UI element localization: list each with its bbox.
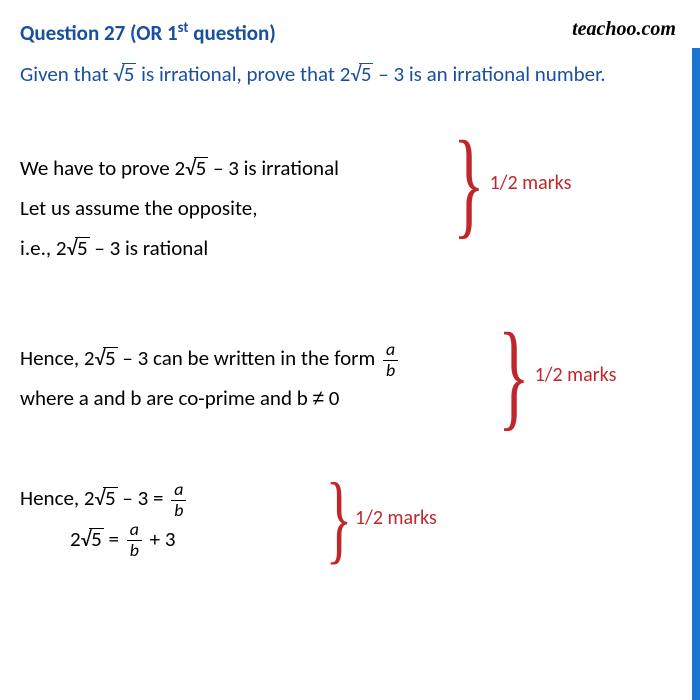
sqrt-icon: 5 [95, 339, 118, 379]
frac-den: b [383, 361, 398, 380]
text: is irrational, prove that 2 [136, 61, 350, 87]
proof-block-2: Hence, 2 5 – 3 can be written in the form… [20, 339, 680, 419]
sqrt-value: 5 [103, 487, 118, 509]
right-accent-bar [692, 48, 700, 700]
brand: teachoo.com [572, 18, 676, 41]
brace-icon: } [326, 483, 352, 553]
sqrt-icon: 5 [113, 60, 136, 89]
line: Hence, 2 5 – 3 can be written in the form… [20, 339, 480, 379]
sqrt-value: 5 [103, 347, 118, 369]
text: + 3 [145, 526, 176, 552]
frac-den: b [127, 541, 142, 560]
text: = [104, 526, 124, 552]
text: We have to prove 2 [20, 155, 185, 181]
text: – 3 is irrational [208, 155, 339, 181]
text: where a and b are co-prime and b [20, 385, 313, 411]
content: We have to prove 2 5 – 3 is irrational Le… [0, 99, 700, 570]
brace-icon: } [498, 333, 530, 417]
sqrt-value: 5 [194, 157, 209, 179]
text: Hence, 2 [20, 485, 95, 511]
block-text: We have to prove 2 5 – 3 is irrational Le… [20, 149, 460, 269]
proof-block-1: We have to prove 2 5 – 3 is irrational Le… [20, 149, 680, 269]
proof-block-3: Hence, 25 – 3 = ab 25 = ab + 3 } 1/2 mar… [20, 479, 680, 560]
block-text: Hence, 25 – 3 = ab 25 = ab + 3 [20, 479, 330, 560]
line: Let us assume the opposite, [20, 189, 460, 229]
marks-brace: } 1/2 marks [440, 141, 571, 225]
line: i.e., 2 5 – 3 is rational [20, 229, 460, 269]
marks-label: 1/2 marks [490, 171, 572, 195]
sqrt-icon: 5 [67, 229, 90, 269]
text: Given that [20, 61, 113, 87]
line: 25 = ab + 3 [70, 520, 330, 560]
marks-label: 1/2 marks [535, 363, 617, 387]
sqrt-icon: 5 [95, 479, 118, 519]
line: We have to prove 2 5 – 3 is irrational [20, 149, 460, 189]
fraction: ab [171, 481, 186, 520]
block-text: Hence, 2 5 – 3 can be written in the form… [20, 339, 480, 419]
ne-symbol: ≠ [313, 387, 325, 410]
sqrt-value: 5 [89, 528, 104, 550]
frac-den: b [171, 501, 186, 520]
question-text: Question 27 (OR 1 [20, 20, 178, 46]
question-label: Question 27 (OR 1st question) [20, 18, 276, 46]
sqrt-value: 5 [122, 63, 137, 85]
problem-statement: Given that 5 is irrational, prove that 2… [0, 54, 700, 99]
text: – 3 is rational [90, 235, 209, 261]
text: – 3 is an irrational number. [373, 61, 605, 87]
line: Hence, 2 5 – 3 = ab [20, 479, 330, 519]
text: – 3 = [118, 485, 169, 511]
header: Question 27 (OR 1st question) teachoo.co… [0, 0, 700, 54]
sqrt-value: 5 [359, 63, 374, 85]
text: i.e., 2 [20, 235, 67, 261]
frac-num: a [171, 481, 186, 501]
question-text-end: question) [188, 20, 275, 46]
marks-brace: } 1/2 marks [315, 483, 437, 553]
ordinal-sup: st [178, 18, 189, 36]
text: – 3 can be written in the form [118, 345, 380, 371]
sqrt-icon: 5 [185, 149, 208, 189]
line: where a and b are co-prime and b ≠ 0 [20, 379, 480, 419]
sqrt-icon: 5 [350, 60, 373, 89]
brace-icon: } [453, 141, 485, 225]
fraction: ab [127, 521, 142, 560]
frac-num: a [383, 341, 398, 361]
text: 0 [324, 385, 339, 411]
marks-brace: } 1/2 marks [485, 333, 616, 417]
fraction: ab [383, 341, 398, 380]
marks-label: 1/2 marks [355, 506, 437, 530]
text: Hence, 2 [20, 345, 95, 371]
text: 2 [70, 526, 81, 552]
sqrt-icon: 5 [81, 520, 104, 560]
sqrt-value: 5 [75, 237, 90, 259]
